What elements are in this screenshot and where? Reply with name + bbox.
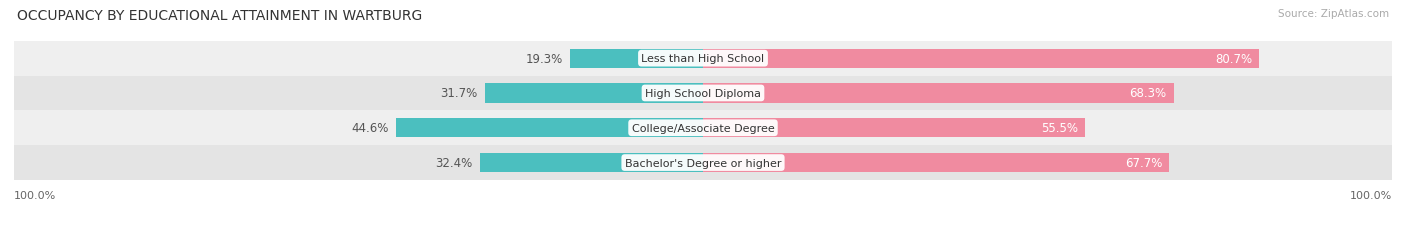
Text: 100.0%: 100.0% [14,191,56,201]
Bar [14,76,1392,111]
Text: 67.7%: 67.7% [1125,156,1163,169]
Text: Less than High School: Less than High School [641,54,765,64]
Text: High School Diploma: High School Diploma [645,88,761,99]
Text: 68.3%: 68.3% [1129,87,1167,100]
Text: Bachelor's Degree or higher: Bachelor's Degree or higher [624,158,782,168]
Text: 31.7%: 31.7% [440,87,478,100]
Bar [703,153,1170,172]
Bar [14,42,1392,76]
Text: 44.6%: 44.6% [352,122,389,135]
Bar [703,119,1085,138]
Text: 80.7%: 80.7% [1215,52,1253,65]
Text: 55.5%: 55.5% [1042,122,1078,135]
Bar [395,119,703,138]
Text: 32.4%: 32.4% [436,156,472,169]
Bar [569,49,703,68]
Text: 19.3%: 19.3% [526,52,564,65]
Bar [703,84,1174,103]
Bar [485,84,703,103]
Text: OCCUPANCY BY EDUCATIONAL ATTAINMENT IN WARTBURG: OCCUPANCY BY EDUCATIONAL ATTAINMENT IN W… [17,9,422,23]
Bar [703,49,1258,68]
Text: Source: ZipAtlas.com: Source: ZipAtlas.com [1278,9,1389,19]
Text: College/Associate Degree: College/Associate Degree [631,123,775,133]
Bar [479,153,703,172]
Text: 100.0%: 100.0% [1350,191,1392,201]
Bar [14,111,1392,146]
Bar [14,146,1392,180]
